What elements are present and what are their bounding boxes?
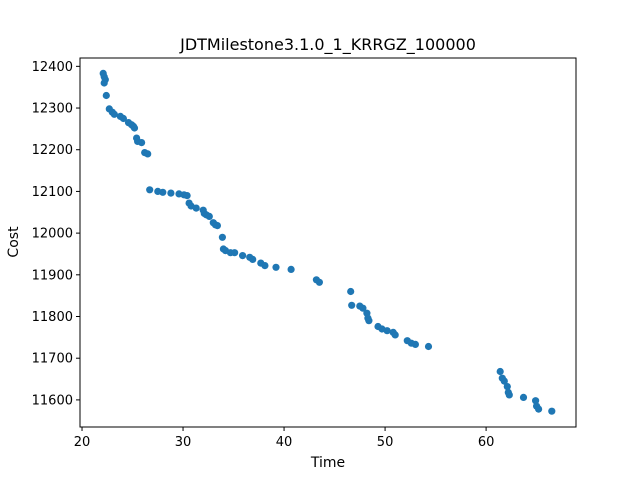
data-point	[411, 340, 419, 348]
y-axis-label: Cost	[6, 226, 22, 258]
data-point	[535, 405, 543, 413]
y-tick-label: 11700	[32, 352, 73, 367]
data-point	[130, 124, 139, 132]
data-point	[503, 383, 511, 391]
y-tick-label: 11800	[32, 310, 73, 325]
y-tick-label: 12100	[32, 185, 73, 200]
y-tick-label: 12200	[32, 143, 73, 158]
data-point	[519, 393, 528, 401]
data-points	[99, 69, 556, 415]
data-point	[383, 327, 391, 335]
data-point	[110, 110, 118, 118]
y-axis-ticks: 11600 11700 11800 11900 12000 12100 12200 12300…	[32, 60, 80, 408]
y-tick-label: 12300	[32, 102, 73, 117]
data-point	[119, 114, 127, 123]
data-point	[144, 150, 152, 158]
data-point	[359, 304, 367, 312]
data-point	[100, 79, 108, 87]
data-point	[287, 265, 295, 273]
data-point	[183, 192, 191, 200]
data-point	[315, 278, 323, 286]
data-point	[205, 212, 213, 220]
x-tick-label: 50	[377, 435, 394, 450]
data-point	[102, 91, 110, 100]
x-axis-label: Time	[310, 455, 345, 471]
data-point	[424, 342, 433, 351]
x-tick-label: 60	[478, 435, 495, 450]
data-point	[218, 233, 226, 241]
data-point	[249, 255, 257, 263]
data-point	[347, 287, 355, 296]
data-point	[192, 204, 200, 212]
x-tick-label: 30	[175, 435, 192, 450]
x-tick-label: 40	[276, 435, 293, 450]
data-point	[505, 391, 513, 399]
data-point	[348, 301, 356, 309]
data-point	[548, 407, 556, 415]
data-point	[365, 317, 373, 325]
chart-title: JDTMilestone3.1.0_1_KRRGZ_100000	[179, 35, 476, 55]
data-point	[146, 186, 154, 194]
data-point	[532, 397, 540, 405]
y-tick-label: 11900	[32, 268, 73, 283]
plot-frame	[79, 57, 577, 428]
data-point	[261, 262, 269, 270]
data-point	[159, 188, 167, 196]
data-point	[272, 263, 280, 271]
data-point	[167, 189, 175, 197]
data-point	[138, 139, 146, 147]
data-point	[239, 252, 247, 260]
x-tick-label: 20	[74, 435, 91, 450]
data-point	[213, 222, 221, 230]
data-point	[496, 367, 504, 376]
y-tick-label: 11600	[32, 393, 73, 408]
x-axis-ticks: 20 30 40 50 60	[74, 427, 495, 450]
y-tick-label: 12400	[32, 60, 73, 75]
y-tick-label: 12000	[32, 227, 73, 242]
data-point	[500, 377, 508, 385]
data-point	[391, 331, 399, 339]
data-point	[231, 249, 239, 257]
